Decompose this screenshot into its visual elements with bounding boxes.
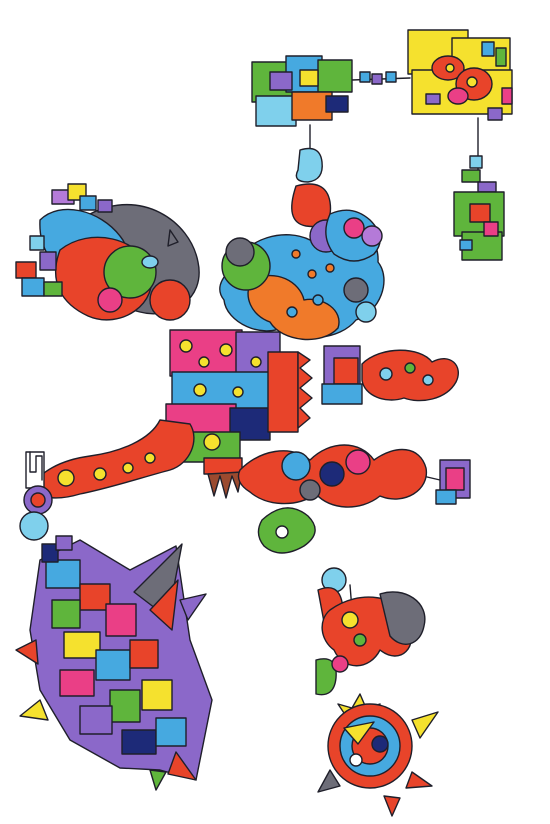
left-arm — [19, 419, 195, 541]
block-cluster-top-left — [251, 55, 397, 127]
central-head — [165, 329, 313, 499]
block-cluster-right-green — [453, 155, 505, 261]
mid-right-cluster — [321, 345, 459, 405]
left-wing — [15, 183, 200, 321]
left-spiky-cluster — [15, 535, 213, 791]
hanging-drops — [291, 147, 332, 228]
connector-lines — [309, 77, 479, 611]
right-arm-loops — [237, 444, 471, 554]
block-cluster-top-right — [407, 29, 513, 121]
tail-and-mace — [315, 567, 439, 817]
upper-swirl-body — [219, 209, 385, 341]
